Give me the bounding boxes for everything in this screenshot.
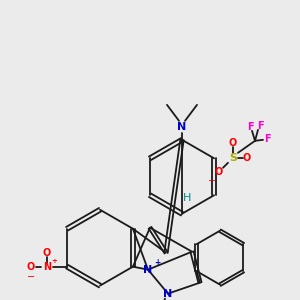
- Text: O: O: [215, 167, 223, 177]
- Text: H: H: [183, 193, 191, 203]
- Text: O: O: [243, 153, 251, 163]
- Text: +: +: [154, 258, 160, 267]
- Text: O: O: [27, 262, 35, 272]
- Text: S: S: [229, 153, 237, 163]
- Text: F: F: [264, 134, 270, 144]
- Text: F: F: [257, 121, 263, 131]
- Text: +: +: [51, 258, 57, 264]
- Text: N: N: [43, 262, 51, 272]
- Text: F: F: [247, 122, 253, 132]
- Text: O: O: [43, 248, 51, 258]
- Text: −: −: [27, 272, 35, 282]
- Text: −: −: [208, 176, 216, 186]
- Text: N: N: [143, 265, 153, 275]
- Text: N: N: [164, 289, 172, 298]
- Text: O: O: [229, 138, 237, 148]
- Text: N: N: [177, 122, 187, 132]
